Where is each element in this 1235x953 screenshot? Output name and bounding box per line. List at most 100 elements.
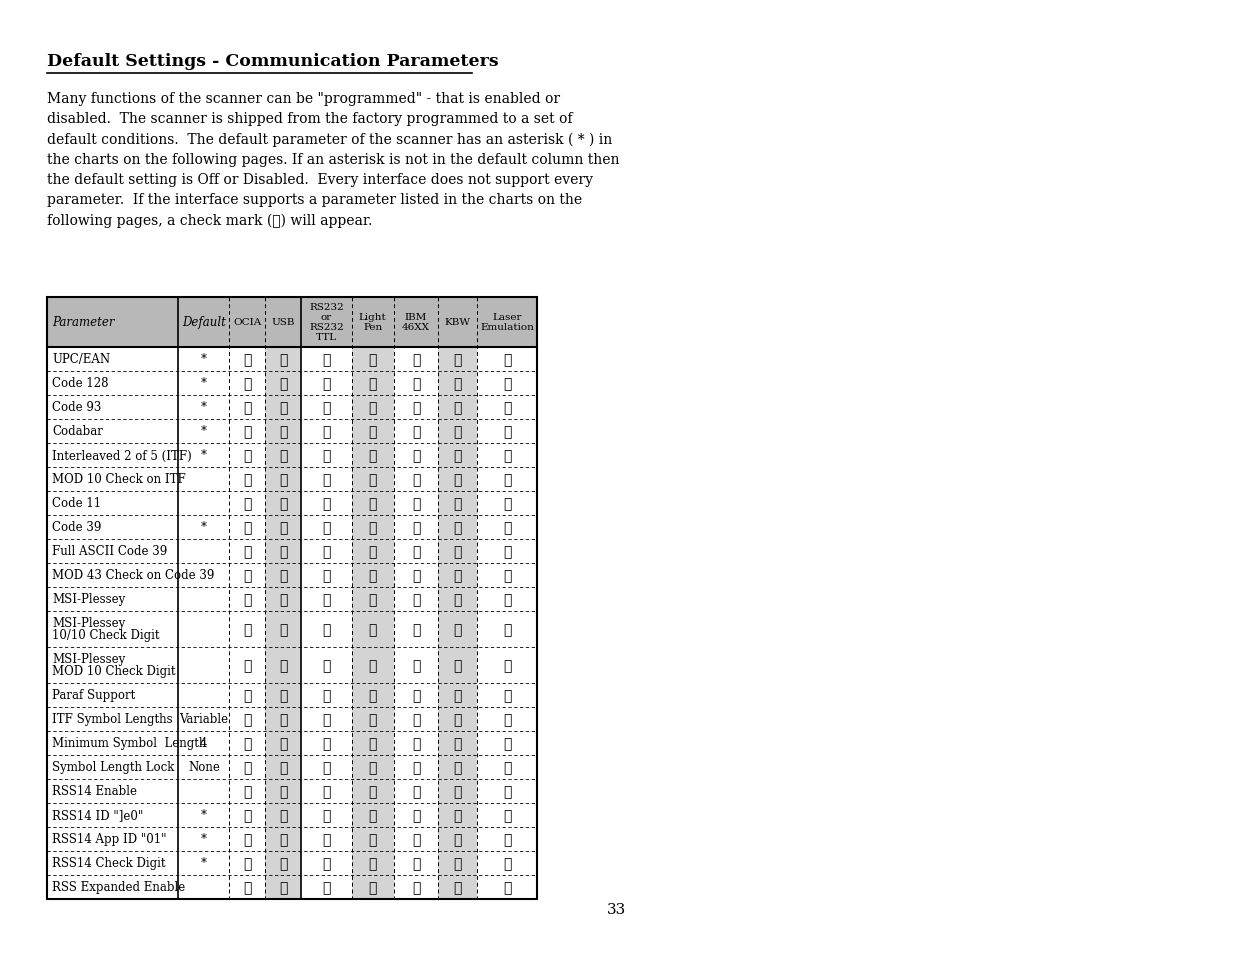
Bar: [179, 492, 230, 516]
Bar: [230, 612, 266, 647]
Bar: [266, 468, 301, 492]
Text: ✓: ✓: [411, 808, 420, 822]
Text: ✓: ✓: [368, 737, 377, 750]
Text: RSS14 App ID "01": RSS14 App ID "01": [52, 833, 167, 845]
Bar: [438, 875, 477, 899]
Text: ✓: ✓: [453, 544, 462, 558]
Text: ✓: ✓: [453, 784, 462, 799]
Text: ✓: ✓: [279, 832, 288, 846]
Text: ✓: ✓: [322, 760, 331, 774]
Bar: [477, 443, 537, 468]
Text: ✓: ✓: [279, 760, 288, 774]
Text: ✓: ✓: [368, 544, 377, 558]
Text: ✓: ✓: [279, 424, 288, 438]
Text: ✓: ✓: [279, 400, 288, 415]
Bar: [47, 731, 179, 755]
Text: ✓: ✓: [279, 593, 288, 606]
Text: RSS14 Enable: RSS14 Enable: [52, 784, 137, 798]
Bar: [438, 731, 477, 755]
Bar: [266, 372, 301, 395]
Text: Interleaved 2 of 5 (ITF): Interleaved 2 of 5 (ITF): [52, 449, 191, 462]
Text: ✓: ✓: [411, 832, 420, 846]
Bar: [230, 587, 266, 612]
Text: ✓: ✓: [503, 659, 511, 672]
Bar: [301, 707, 352, 731]
Text: ✓: ✓: [503, 688, 511, 702]
Text: TTL: TTL: [316, 334, 337, 342]
Text: ✓: ✓: [322, 659, 331, 672]
Bar: [230, 297, 266, 348]
Text: *: *: [201, 401, 206, 414]
Bar: [230, 395, 266, 419]
Bar: [230, 803, 266, 827]
Text: ✓: ✓: [243, 688, 252, 702]
Bar: [352, 803, 394, 827]
Text: ✓: ✓: [279, 544, 288, 558]
Bar: [47, 683, 179, 707]
Bar: [394, 395, 438, 419]
Text: ✓: ✓: [503, 832, 511, 846]
Bar: [477, 731, 537, 755]
Text: ✓: ✓: [243, 659, 252, 672]
Bar: [47, 516, 179, 539]
Text: ✓: ✓: [322, 424, 331, 438]
Bar: [179, 539, 230, 563]
Text: ✓: ✓: [411, 856, 420, 870]
Text: ✓: ✓: [322, 473, 331, 486]
Text: ✓: ✓: [411, 760, 420, 774]
Bar: [394, 372, 438, 395]
Bar: [301, 875, 352, 899]
Text: ✓: ✓: [368, 760, 377, 774]
Text: ✓: ✓: [322, 737, 331, 750]
Text: MOD 10 Check on ITF: MOD 10 Check on ITF: [52, 473, 185, 486]
Text: ✓: ✓: [243, 497, 252, 511]
Text: ✓: ✓: [411, 880, 420, 894]
Bar: [394, 348, 438, 372]
Text: ✓: ✓: [411, 737, 420, 750]
Bar: [394, 587, 438, 612]
Text: ✓: ✓: [411, 424, 420, 438]
Text: ✓: ✓: [453, 400, 462, 415]
Bar: [179, 587, 230, 612]
Bar: [179, 683, 230, 707]
Text: 4: 4: [200, 737, 207, 750]
Bar: [477, 647, 537, 683]
Text: ✓: ✓: [322, 568, 331, 582]
Bar: [394, 731, 438, 755]
Bar: [230, 443, 266, 468]
Text: ✓: ✓: [411, 400, 420, 415]
Bar: [394, 297, 438, 348]
Text: ✓: ✓: [322, 856, 331, 870]
Bar: [47, 563, 179, 587]
Text: ✓: ✓: [322, 497, 331, 511]
Text: ✓: ✓: [453, 520, 462, 535]
Bar: [47, 875, 179, 899]
Bar: [47, 707, 179, 731]
Bar: [47, 468, 179, 492]
Text: ✓: ✓: [243, 622, 252, 637]
Bar: [301, 731, 352, 755]
Bar: [301, 395, 352, 419]
Bar: [438, 587, 477, 612]
Text: ✓: ✓: [503, 497, 511, 511]
Text: ✓: ✓: [411, 622, 420, 637]
Text: ✓: ✓: [453, 760, 462, 774]
Bar: [477, 539, 537, 563]
Text: ✓: ✓: [453, 353, 462, 367]
Text: Default: Default: [182, 316, 226, 329]
Bar: [266, 419, 301, 443]
Text: ✓: ✓: [279, 353, 288, 367]
Text: Emulation: Emulation: [480, 323, 534, 333]
Bar: [266, 707, 301, 731]
Bar: [179, 468, 230, 492]
Text: ✓: ✓: [243, 400, 252, 415]
Text: ✓: ✓: [368, 520, 377, 535]
Bar: [266, 827, 301, 851]
Bar: [47, 419, 179, 443]
Bar: [179, 827, 230, 851]
Bar: [179, 372, 230, 395]
Text: ✓: ✓: [503, 622, 511, 637]
Bar: [179, 803, 230, 827]
Bar: [394, 683, 438, 707]
Text: MSI-Plessey: MSI-Plessey: [52, 593, 125, 606]
